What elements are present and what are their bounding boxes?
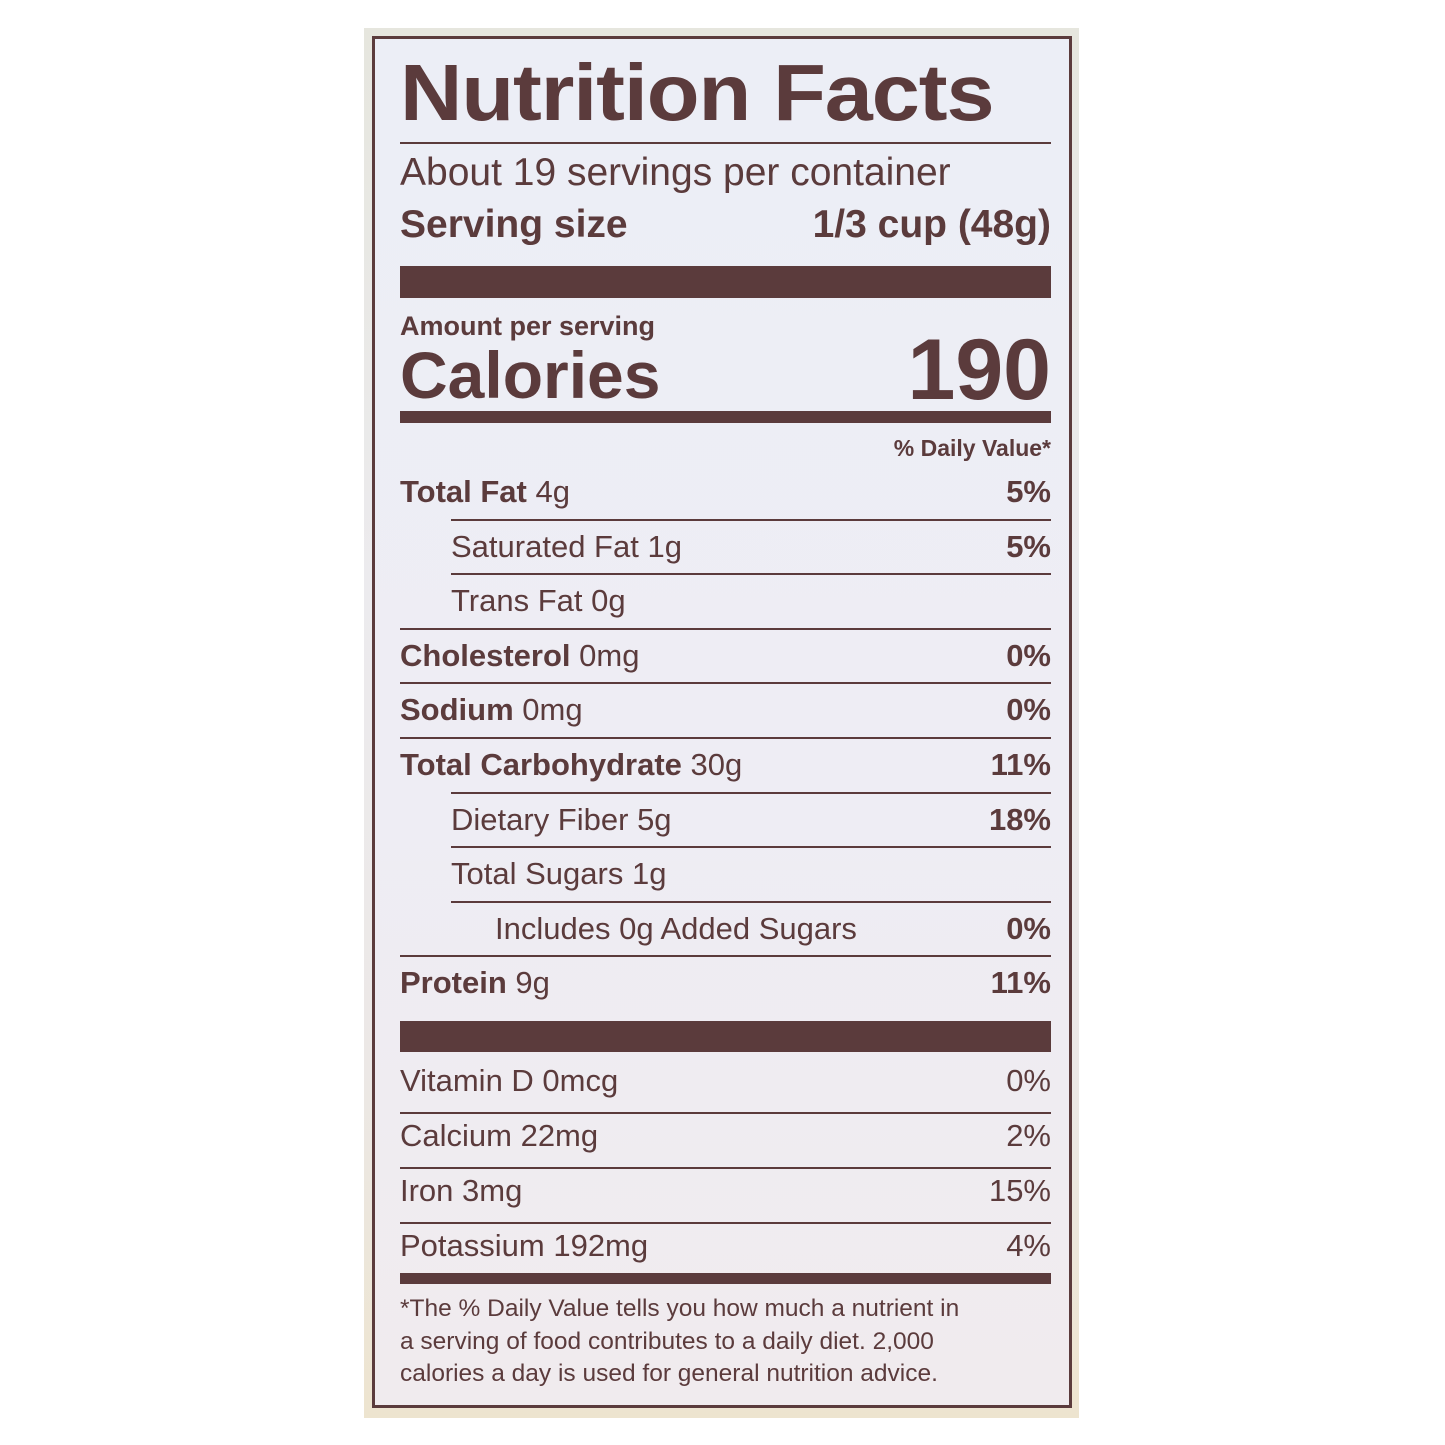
nutrient-label: Total Fat (400, 474, 527, 509)
thick-divider (400, 266, 1051, 298)
divider (451, 900, 1051, 903)
divider (451, 518, 1051, 521)
divider (400, 682, 1051, 685)
medium-divider (400, 411, 1051, 423)
nutrient-label: Saturated Fat (451, 528, 639, 564)
amount-per-serving: Amount per serving (400, 311, 656, 341)
nutrient-amount: 0mg (522, 692, 583, 728)
divider (400, 1112, 1051, 1114)
divider (451, 573, 1051, 576)
nutrient-label: Dietary Fiber (451, 801, 629, 837)
vitamin-name: Iron 3mg (400, 1173, 523, 1208)
divider (400, 1222, 1051, 1224)
divider (400, 1167, 1051, 1169)
divider (451, 846, 1051, 849)
nutrient-daily-value: 0% (1006, 910, 1051, 946)
nutrient-daily-value: 0% (1006, 637, 1051, 673)
serving-size-value: 1/3 cup (48g) (812, 203, 1051, 246)
calories-label: Calories (400, 338, 661, 412)
vitamin-name: Potassium 192mg (400, 1228, 649, 1263)
nutrient-label: Includes 0g Added Sugars (495, 910, 857, 946)
nutrient-amount: 5g (637, 801, 672, 837)
vitamin-daily-value: 4% (1006, 1228, 1051, 1263)
nutrient-daily-value: 5% (1006, 474, 1051, 509)
divider (400, 955, 1051, 958)
nutrient-daily-value: 11% (990, 747, 1051, 782)
divider (400, 142, 1051, 144)
nutrient-name: Total Sugars 1g (451, 856, 666, 892)
nutrient-label: Cholesterol (400, 637, 571, 673)
footnote-line: calories a day is used for general nutri… (400, 1360, 938, 1387)
nutrient-name: Total Carbohydrate 30g (400, 747, 742, 783)
nutrient-name: Sodium 0mg (400, 692, 583, 728)
nutrient-name: Total Fat 4g (400, 474, 570, 510)
nutrient-daily-value: 0% (1006, 692, 1051, 728)
nutrient-amount: 1g (631, 856, 667, 892)
divider (451, 791, 1051, 794)
nutrient-amount: 1g (647, 528, 682, 564)
nutrient-name: Dietary Fiber 5g (451, 802, 672, 838)
vitamin-name: Calcium 22mg (400, 1118, 599, 1153)
nutrient-name: Cholesterol 0mg (400, 638, 639, 674)
medium-divider (400, 1273, 1051, 1284)
label-title: Nutrition Facts (400, 48, 994, 137)
nutrient-name: Saturated Fat 1g (451, 529, 682, 565)
thick-divider (400, 1021, 1051, 1052)
footnote-line: a serving of food contributes to a daily… (400, 1327, 934, 1355)
nutrient-amount: 4g (535, 474, 570, 509)
nutrient-label: Trans Fat (451, 583, 583, 619)
nutrient-amount: 9g (515, 965, 550, 1001)
vitamin-name: Vitamin D 0mcg (400, 1063, 619, 1098)
servings-per-container: About 19 servings per container (400, 151, 951, 194)
daily-value-header: % Daily Value* (893, 435, 1051, 461)
vitamin-daily-value: 0% (1006, 1063, 1051, 1098)
vitamin-daily-value: 15% (988, 1173, 1051, 1208)
vitamin-daily-value: 2% (1006, 1118, 1051, 1153)
nutrition-facts-label: Nutrition Facts About 19 servings per co… (372, 36, 1072, 1408)
nutrient-name: Protein 9g (400, 965, 550, 1001)
footnote-line: *The % Daily Value tells you how much a … (400, 1295, 960, 1322)
divider (400, 737, 1051, 739)
serving-size-label: Serving size (400, 203, 628, 246)
nutrient-label: Total Carbohydrate (400, 747, 682, 782)
nutrient-label: Total Sugars (451, 856, 624, 892)
nutrient-daily-value: 11% (990, 965, 1051, 1001)
nutrient-name: Trans Fat 0g (451, 583, 626, 619)
nutrient-daily-value: 18% (988, 801, 1051, 837)
nutrient-amount: 30g (690, 747, 743, 782)
nutrient-label: Sodium (400, 692, 514, 728)
nutrient-name: Includes 0g Added Sugars (495, 911, 857, 947)
divider (400, 627, 1051, 630)
nutrient-amount: 0mg (579, 637, 640, 673)
nutrient-daily-value: 5% (1006, 528, 1051, 564)
calories-value: 190 (907, 322, 1052, 418)
nutrient-label: Protein (400, 965, 507, 1001)
nutrient-amount: 0g (591, 583, 626, 619)
